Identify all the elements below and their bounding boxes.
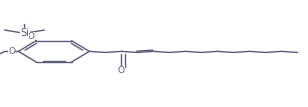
Text: O: O bbox=[118, 66, 125, 75]
Text: O: O bbox=[28, 32, 35, 41]
Text: O: O bbox=[8, 47, 15, 56]
Text: Si: Si bbox=[20, 28, 29, 38]
